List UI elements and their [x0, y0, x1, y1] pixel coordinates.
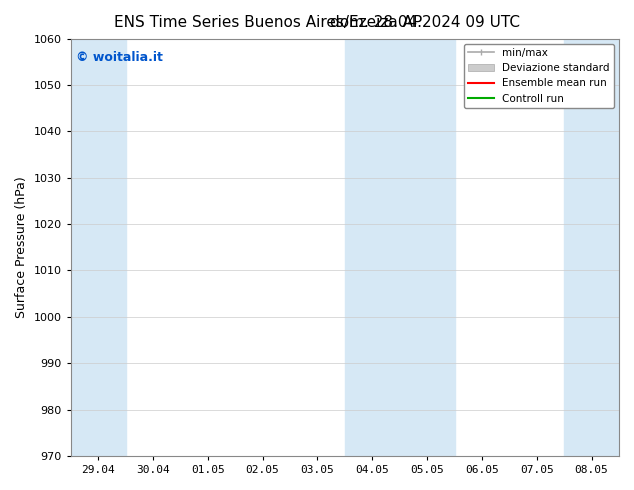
- Bar: [71, 39, 126, 456]
- Y-axis label: Surface Pressure (hPa): Surface Pressure (hPa): [15, 176, 28, 318]
- Text: dom. 28.04.2024 09 UTC: dom. 28.04.2024 09 UTC: [330, 15, 520, 30]
- Bar: [564, 39, 619, 456]
- Bar: [345, 39, 455, 456]
- Legend: min/max, Deviazione standard, Ensemble mean run, Controll run: min/max, Deviazione standard, Ensemble m…: [463, 44, 614, 108]
- Text: © woitalia.it: © woitalia.it: [76, 51, 163, 64]
- Text: ENS Time Series Buenos Aires/Ezeiza AP: ENS Time Series Buenos Aires/Ezeiza AP: [114, 15, 422, 30]
